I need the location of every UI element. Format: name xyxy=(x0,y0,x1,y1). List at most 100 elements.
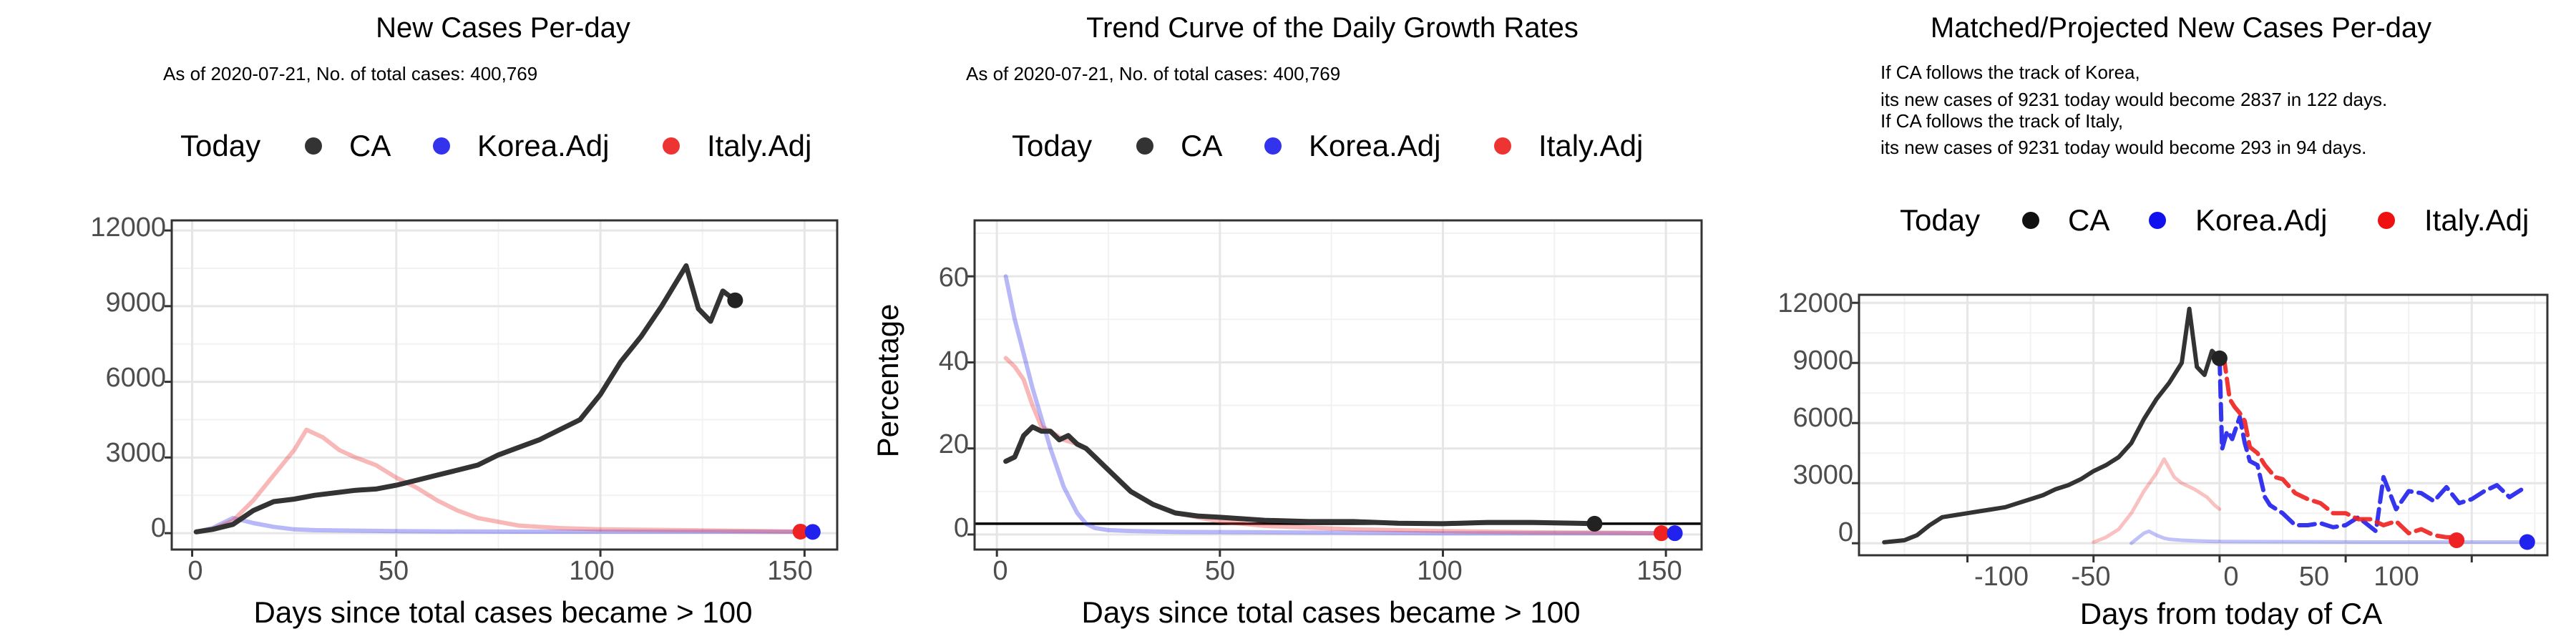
chart-3-plot-area xyxy=(1852,293,2549,562)
chart-2-x-tick-label: 0 xyxy=(992,556,1008,586)
series-line-ca xyxy=(1882,306,2222,545)
chart-3-legend-key-korea xyxy=(2149,212,2166,229)
series-line-korea-adj-matched xyxy=(2129,529,2529,545)
chart-1-y-ticks: 0 3000 6000 9000 12000 xyxy=(90,213,166,543)
chart-2-y-ticks: 0 20 40 60 xyxy=(939,263,969,543)
panel-new-cases: New Cases Per-day As of 2020-07-21, No. … xyxy=(90,12,839,629)
chart-3-legend-label-korea: Korea.Adj xyxy=(2195,203,2327,237)
chart-2-y-tick-label: 40 xyxy=(939,346,969,376)
chart-2-legend: Today CA Korea.Adj Italy.Adj xyxy=(1012,129,1643,162)
chart-3-subtitle-line-1: If CA follows the track of Korea, xyxy=(1880,62,2140,83)
chart-3-x-axis-label: Days from today of CA xyxy=(2080,597,2382,630)
chart-1-legend-key-korea xyxy=(433,137,450,155)
chart-1-subtitle: As of 2020-07-21, No. of total cases: 40… xyxy=(163,63,537,84)
chart-1-x-ticks: 0 50 100 150 xyxy=(187,556,812,586)
chart-3-legend-label-italy: Italy.Adj xyxy=(2424,203,2529,237)
chart-3-x-ticks: -100 -50 0 50 100 xyxy=(1974,562,2419,592)
chart-3-y-tick-label: 0 xyxy=(1838,517,1853,547)
chart-3-legend-title: Today xyxy=(1900,203,1980,237)
chart-2-title: Trend Curve of the Daily Growth Rates xyxy=(1086,12,1579,44)
chart-3-legend-key-ca xyxy=(2022,212,2039,229)
chart-1-panel-border xyxy=(170,219,839,551)
chart-2-legend-key-ca xyxy=(1136,137,1153,155)
panel-growth-rates: Trend Curve of the Daily Growth Rates As… xyxy=(871,12,1703,629)
chart-1-x-tick-label: 150 xyxy=(767,556,812,586)
chart-3-x-tick-label: -100 xyxy=(1974,562,2029,592)
today-point-ca xyxy=(1586,515,1603,532)
chart-2-x-ticks: 0 50 100 150 xyxy=(992,556,1682,586)
chart-1-x-tick-label: 100 xyxy=(569,556,614,586)
chart-2-x-tick-label: 150 xyxy=(1636,556,1682,586)
chart-3-x-tick-label: 50 xyxy=(2299,562,2329,592)
chart-2-y-tick-label: 20 xyxy=(939,429,969,459)
chart-1-y-tick-label: 9000 xyxy=(105,288,166,318)
series-line-ca xyxy=(1003,424,1597,527)
chart-3-legend-key-italy xyxy=(2378,212,2395,229)
chart-2-y-tick-label: 0 xyxy=(954,513,969,543)
chart-2-panel-border xyxy=(973,219,1703,551)
chart-3-x-tick-label: -50 xyxy=(2072,562,2111,592)
chart-1-legend-label-korea: Korea.Adj xyxy=(477,129,609,162)
today-point-korea-adj xyxy=(2519,534,2535,550)
chart-2-panel-background xyxy=(975,220,1702,550)
today-point-korea-adj xyxy=(804,524,821,540)
series-line-italy-adj xyxy=(194,427,803,535)
series-line-italy-adj-matched xyxy=(2092,457,2222,545)
chart-3-y-tick-label: 6000 xyxy=(1792,403,1853,433)
chart-3-subtitle-line-3: If CA follows the track of Italy, xyxy=(1880,110,2123,132)
chart-3-title: Matched/Projected New Cases Per-day xyxy=(1931,12,2431,44)
chart-2-y-tick-label: 60 xyxy=(939,263,969,293)
chart-1-y-tick-label: 3000 xyxy=(105,438,166,468)
today-point-ca xyxy=(2211,350,2228,366)
chart-3-y-tick-label: 9000 xyxy=(1792,346,1853,376)
chart-1-legend-key-italy xyxy=(663,137,680,155)
chart-1-legend-label-ca: CA xyxy=(349,129,391,162)
chart-2-subtitle: As of 2020-07-21, No. of total cases: 40… xyxy=(966,63,1340,84)
series-line-ca xyxy=(193,263,738,535)
chart-3-panel-background xyxy=(1859,295,2547,555)
chart-1-y-tick-label: 0 xyxy=(151,513,166,543)
chart-1-title: New Cases Per-day xyxy=(376,12,630,44)
chart-2-legend-key-korea xyxy=(1264,137,1282,155)
today-point-korea-adj xyxy=(1667,525,1683,542)
chart-3-y-tick-label: 12000 xyxy=(1777,288,1853,318)
chart-3-panel-border xyxy=(1858,293,2549,557)
series-line-korea-adj xyxy=(1003,274,1677,536)
chart-2-plot-area xyxy=(967,219,1703,557)
chart-3-x-tick-label: 100 xyxy=(2373,562,2419,592)
chart-3-x-tick-label: 0 xyxy=(2223,562,2238,592)
chart-2-legend-label-ca: CA xyxy=(1181,129,1222,162)
chart-2-legend-label-italy: Italy.Adj xyxy=(1538,129,1643,162)
chart-3-legend-label-ca: CA xyxy=(2068,203,2109,237)
today-point-italy-adj xyxy=(2449,532,2465,548)
today-point-italy-adj xyxy=(792,523,809,540)
chart-1-plot-area xyxy=(165,219,839,557)
chart-2-x-tick-label: 50 xyxy=(1205,556,1235,586)
chart-3-y-tick-label: 3000 xyxy=(1792,460,1853,490)
chart-1-y-tick-label: 12000 xyxy=(90,213,166,243)
chart-1-legend-label-italy: Italy.Adj xyxy=(707,129,811,162)
chart-2-legend-label-korea: Korea.Adj xyxy=(1309,129,1440,162)
chart-3-subtitle-line-4: its new cases of 9231 today would become… xyxy=(1880,137,2366,158)
chart-1-legend: Today CA Korea.Adj Italy.Adj xyxy=(180,129,811,162)
chart-2-x-tick-label: 100 xyxy=(1417,556,1462,586)
chart-1-x-tick-label: 50 xyxy=(379,556,409,586)
chart-3-subtitle-line-2: its new cases of 9231 today would become… xyxy=(1880,89,2387,110)
series-line-korea-adj xyxy=(2217,356,2529,534)
chart-1-legend-key-ca xyxy=(305,137,322,155)
chart-2-legend-title: Today xyxy=(1012,129,1092,162)
chart-2-y-axis-label: Percentage xyxy=(871,304,904,458)
chart-1-x-tick-label: 0 xyxy=(187,556,203,586)
chart-2-legend-key-italy xyxy=(1494,137,1511,155)
chart-2-x-axis-label: Days since total cases became > 100 xyxy=(1082,595,1581,629)
chart-1-legend-title: Today xyxy=(180,129,260,162)
chart-1-y-tick-label: 6000 xyxy=(105,363,166,393)
today-point-italy-adj xyxy=(1653,525,1669,542)
panel-projected-cases: Matched/Projected New Cases Per-day If C… xyxy=(1777,12,2549,630)
chart-1-x-axis-label: Days since total cases became > 100 xyxy=(254,595,753,629)
series-line-italy-adj xyxy=(2217,356,2459,540)
chart-3-y-ticks: 0 3000 6000 9000 12000 xyxy=(1777,288,1853,547)
today-point-ca xyxy=(727,292,743,308)
chart-3-legend: Today CA Korea.Adj Italy.Adj xyxy=(1900,203,2529,237)
